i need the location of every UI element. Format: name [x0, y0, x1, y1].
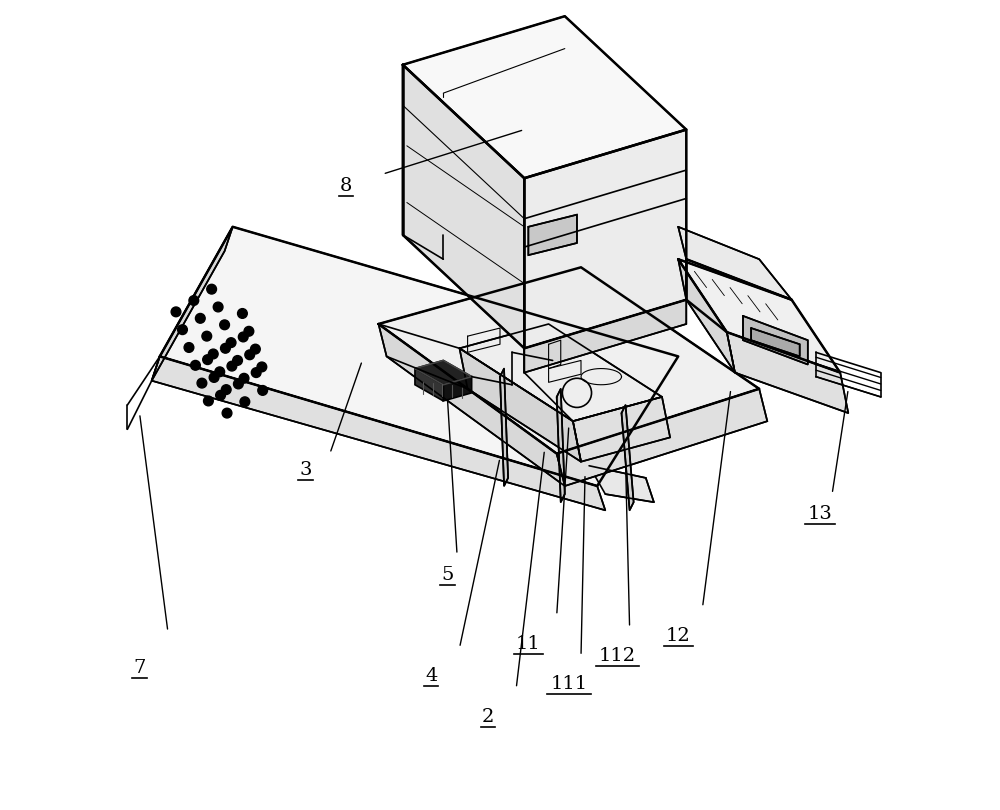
Circle shape — [202, 331, 212, 341]
Text: 8: 8 — [340, 177, 352, 195]
Circle shape — [221, 385, 231, 394]
Circle shape — [251, 344, 260, 354]
Circle shape — [208, 349, 218, 359]
Circle shape — [197, 378, 207, 388]
Text: 13: 13 — [808, 505, 832, 523]
Polygon shape — [573, 397, 670, 462]
Polygon shape — [460, 348, 581, 462]
Circle shape — [251, 368, 261, 377]
Polygon shape — [460, 324, 662, 421]
Circle shape — [258, 386, 268, 395]
Polygon shape — [500, 369, 508, 486]
Text: 12: 12 — [666, 627, 691, 645]
Circle shape — [239, 373, 249, 383]
Polygon shape — [686, 300, 808, 356]
Polygon shape — [528, 215, 577, 255]
Text: 11: 11 — [516, 635, 541, 653]
Polygon shape — [727, 332, 848, 413]
Circle shape — [226, 338, 236, 347]
Text: 2: 2 — [482, 708, 494, 726]
Circle shape — [245, 350, 255, 360]
Circle shape — [207, 284, 216, 294]
Polygon shape — [415, 369, 443, 401]
Circle shape — [257, 362, 267, 372]
Circle shape — [209, 373, 219, 382]
Polygon shape — [378, 324, 565, 486]
Polygon shape — [743, 316, 808, 365]
Circle shape — [171, 307, 181, 317]
Circle shape — [222, 408, 232, 418]
Circle shape — [195, 313, 205, 323]
Circle shape — [234, 379, 243, 389]
Circle shape — [204, 396, 213, 406]
Polygon shape — [557, 389, 565, 502]
Circle shape — [227, 361, 237, 371]
Polygon shape — [403, 65, 524, 348]
Circle shape — [233, 356, 242, 365]
Circle shape — [191, 360, 200, 370]
Polygon shape — [443, 377, 472, 401]
Circle shape — [184, 343, 194, 352]
Text: 111: 111 — [550, 676, 587, 693]
Polygon shape — [589, 466, 654, 502]
Text: 7: 7 — [133, 659, 146, 677]
Polygon shape — [751, 328, 800, 356]
Circle shape — [240, 397, 250, 407]
Text: 3: 3 — [299, 461, 312, 479]
Polygon shape — [152, 356, 605, 510]
Polygon shape — [524, 300, 686, 373]
Polygon shape — [678, 259, 840, 373]
Polygon shape — [622, 405, 634, 510]
Polygon shape — [403, 16, 686, 178]
Circle shape — [213, 302, 223, 312]
Text: 5: 5 — [441, 566, 454, 584]
Circle shape — [189, 296, 199, 305]
Polygon shape — [678, 259, 735, 373]
Circle shape — [220, 320, 229, 330]
Polygon shape — [557, 389, 767, 486]
Circle shape — [244, 326, 254, 336]
Polygon shape — [524, 130, 686, 348]
Circle shape — [221, 343, 230, 353]
Polygon shape — [378, 267, 759, 454]
Circle shape — [216, 390, 225, 400]
Text: 4: 4 — [425, 667, 437, 685]
Circle shape — [238, 332, 248, 342]
Polygon shape — [160, 227, 678, 486]
Circle shape — [203, 355, 212, 364]
Polygon shape — [415, 360, 472, 385]
Circle shape — [178, 325, 187, 335]
Text: 112: 112 — [599, 647, 636, 665]
Polygon shape — [678, 227, 792, 300]
Polygon shape — [152, 227, 233, 381]
Circle shape — [215, 367, 225, 377]
Circle shape — [238, 309, 247, 318]
